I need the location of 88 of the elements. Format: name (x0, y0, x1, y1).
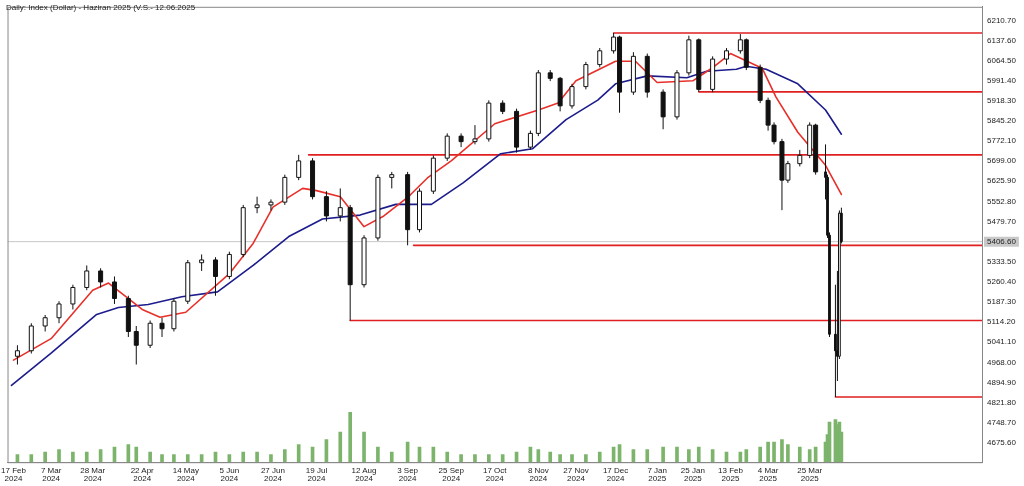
y-tick-label: 5187.30 (987, 297, 1017, 307)
bar (772, 441, 776, 463)
y-tick-label: 5625.90 (987, 176, 1017, 186)
bar (570, 454, 574, 463)
bar (43, 451, 47, 463)
candlestick (111, 275, 117, 305)
bar (473, 454, 477, 463)
bar (548, 451, 553, 463)
y-tick-label: 5260.40 (987, 277, 1017, 287)
y-tick-label: 4968.00 (987, 357, 1017, 367)
bar (766, 441, 770, 463)
y-tick-label: 5772.10 (987, 136, 1017, 146)
bar (758, 446, 762, 463)
y-tick-label: 5552.80 (987, 196, 1017, 206)
bar (172, 454, 176, 463)
x-tick-label: 17 Dec 2024 (602, 465, 629, 483)
y-tick-label: 4748.70 (987, 417, 1017, 427)
x-tick-label: 27 Jun 2024 (260, 465, 285, 483)
bar (584, 454, 588, 463)
bar (558, 454, 562, 463)
bar (445, 451, 450, 463)
x-tick-label: 4 Mar 2025 (757, 465, 779, 483)
y-tick-label: 5333.50 (987, 256, 1017, 266)
x-tick-label: 17 Oct 2024 (482, 465, 508, 483)
y-tick-label: 5114.20 (987, 317, 1016, 327)
bar (661, 446, 665, 463)
x-tick-label: 17 Feb 2024 (1, 465, 27, 483)
x-tick-label: 25 Jan 2025 (680, 465, 705, 483)
x-tick-label: 19 Jul 2024 (305, 465, 328, 483)
x-tick-label: 7 Jan 2025 (647, 465, 667, 483)
bar (241, 451, 246, 463)
bar (807, 449, 812, 463)
bar (696, 446, 701, 463)
y-tick-label: 5991.40 (987, 75, 1017, 85)
y-tick-label: 5918.30 (987, 96, 1017, 106)
bar (84, 451, 89, 463)
x-tick-label: 27 Nov 2024 (563, 465, 589, 483)
bar (500, 454, 505, 463)
bar (134, 446, 139, 463)
bar (160, 454, 164, 463)
bar (797, 446, 802, 463)
y-tick-label: 5845.20 (987, 116, 1017, 126)
candlestick (213, 256, 218, 297)
y-tick-label: 6137.60 (987, 35, 1017, 45)
x-tick-label: 12 Aug 2024 (351, 465, 377, 483)
bar (675, 446, 679, 463)
bar (338, 431, 343, 463)
bar (296, 444, 301, 463)
bar (389, 451, 394, 463)
x-tick-label: 5 Jun 2024 (219, 465, 240, 483)
ref-line-label: 5406.60 (987, 236, 1017, 246)
bar (376, 446, 380, 463)
bar (780, 439, 784, 463)
bar (29, 454, 34, 463)
bar (362, 431, 366, 463)
x-tick-label: 28 Mar 2024 (80, 465, 106, 483)
y-tick-label: 5479.70 (987, 216, 1017, 226)
chart-title: Daily: Index (Dollar) - Haziran 2025 (V.S.- 12.06.2025 (6, 3, 196, 12)
bar (255, 451, 259, 463)
bar (486, 454, 491, 463)
bar (687, 449, 691, 463)
bar (269, 454, 273, 463)
y-tick-label: 6064.50 (987, 55, 1017, 65)
bar (148, 451, 152, 463)
x-tick-label: 25 Sep 2024 (438, 465, 465, 483)
bar (786, 444, 790, 463)
bar (57, 449, 61, 463)
x-tick-label: 14 May 2024 (172, 465, 199, 483)
x-tick-label: 8 Nov 2024 (527, 465, 549, 483)
bar (744, 449, 749, 463)
bar (645, 449, 650, 463)
x-tick-label: 25 Mar 2025 (797, 465, 823, 483)
y-tick-label: 4821.80 (987, 397, 1017, 407)
bar (459, 454, 463, 463)
bar (185, 454, 190, 463)
x-tick-label: 7 Mar 2024 (40, 465, 62, 483)
bar (282, 449, 287, 463)
bar (597, 451, 602, 463)
x-tick-label: 22 Apr 2024 (130, 465, 155, 483)
y-tick-label: 4675.60 (987, 437, 1017, 447)
y-tick-label: 6210.70 (987, 15, 1017, 25)
y-tick-label: 4894.90 (987, 377, 1017, 387)
y-tick-label: 5699.00 (987, 156, 1017, 166)
bar (71, 451, 75, 463)
y-tick-label: 5041.10 (987, 337, 1017, 347)
bar (348, 412, 353, 463)
x-tick-label: 13 Feb 2025 (718, 465, 744, 483)
x-tick-label: 3 Sep 2024 (397, 465, 419, 483)
